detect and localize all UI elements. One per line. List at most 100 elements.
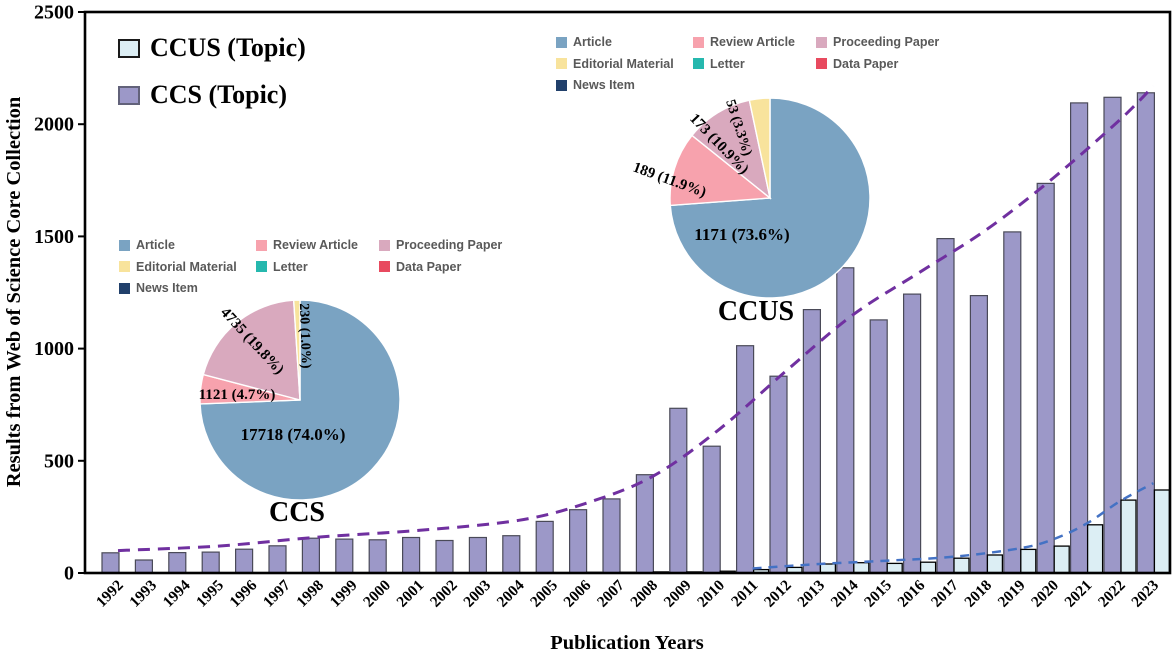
y-tick-label: 1000 <box>34 338 74 360</box>
doc-type-legend-item-news-item: News Item <box>556 79 693 92</box>
x-tick-label: 2012 <box>761 577 795 611</box>
doc-type-legend-item-review-article: Review Article <box>256 239 379 252</box>
legend-label: Article <box>136 238 175 252</box>
bar-ccs-2018 <box>969 295 989 574</box>
legend-color-swatch-icon <box>556 79 567 91</box>
y-tick-label: 2500 <box>34 2 74 24</box>
legend-label: Data Paper <box>833 56 899 71</box>
bar-ccs-1995 <box>201 551 220 574</box>
legend-label: Editorial Material <box>136 259 237 274</box>
bar-ccus-2023 <box>1153 489 1171 574</box>
ccus-trend <box>752 482 1154 570</box>
x-tick-label: 2007 <box>594 577 628 611</box>
legend-label: Editorial Material <box>573 56 674 71</box>
x-tick-label: 2015 <box>861 577 895 611</box>
bar-ccus-2019 <box>1020 548 1037 574</box>
legend-label: Letter <box>273 259 308 274</box>
x-tick-label: 2016 <box>894 577 928 611</box>
x-tick-label: 2006 <box>560 577 594 611</box>
bar-ccus-2016 <box>919 561 937 574</box>
x-tick-label: 1999 <box>327 577 361 611</box>
bar-ccus-2022 <box>1120 499 1137 574</box>
bar-ccs-1998 <box>301 537 320 574</box>
x-tick-label: 2020 <box>1028 577 1062 611</box>
x-tick-label: 2004 <box>494 577 528 611</box>
doc-type-legend-item-review-article: Review Article <box>693 36 816 49</box>
bar-ccs-2012 <box>769 375 788 574</box>
x-tick-label: 2018 <box>961 577 995 611</box>
bar-ccs-2019 <box>1003 231 1022 574</box>
x-tick-label: 2022 <box>1095 577 1129 611</box>
bar-ccs-1997 <box>268 545 287 574</box>
bar-ccus-2017 <box>953 557 970 574</box>
bar-ccs-2010 <box>702 445 721 574</box>
pie-slice-ccus-review-article <box>669 134 772 207</box>
bar-ccs-2011 <box>735 345 755 574</box>
x-tick-label: 2013 <box>794 577 828 611</box>
bar-ccs-2023 <box>1136 92 1156 574</box>
legend-label: Review Article <box>710 35 795 49</box>
pie-label-ccs-review-article: 1121 (4.7%) <box>199 387 276 403</box>
pie-title-ccus: CCUS <box>718 296 794 327</box>
bar-ccs-2004 <box>502 535 521 574</box>
doc-type-legend-item-news-item: News Item <box>119 282 256 295</box>
doc-type-legend-item-proceeding-paper: Proceeding Paper <box>379 239 539 252</box>
doc-type-legend-item-editorial-material: Editorial Material <box>556 56 693 71</box>
legend-color-swatch-icon <box>816 58 827 70</box>
x-tick-label: 1992 <box>93 577 127 611</box>
bar-ccs-2021 <box>1069 102 1089 574</box>
x-tick-label: 2010 <box>694 577 728 611</box>
y-tick-label: 0 <box>64 563 74 585</box>
doc-type-legend-item-data-paper: Data Paper <box>379 260 539 274</box>
pie-label-ccs-article: 17718 (74.0%) <box>241 425 346 444</box>
bar-ccs-2022 <box>1103 96 1122 574</box>
bar-ccs-2009 <box>669 407 688 574</box>
series-legend-label: CCUS (Topic) <box>150 33 306 62</box>
pie-slice-ccs-proceeding-paper <box>202 299 301 401</box>
bar-ccs-2001 <box>402 536 421 574</box>
legend-color-swatch-icon <box>119 282 130 294</box>
legend-label: Letter <box>710 56 745 71</box>
doc-type-legend-item-article: Article <box>556 36 693 49</box>
bar-ccus-2020 <box>1053 545 1070 574</box>
bar-ccs-2017 <box>936 238 955 574</box>
legend-color-swatch-icon <box>119 261 130 273</box>
x-tick-label: 2002 <box>427 577 461 611</box>
legend-color-swatch-icon <box>693 36 704 48</box>
trend-lines-group <box>117 85 1155 570</box>
x-tick-label: 2003 <box>460 577 494 611</box>
x-tick-label: 1996 <box>226 577 260 611</box>
legend-label: Review Article <box>273 238 358 252</box>
bar-ccus-2015 <box>886 562 903 574</box>
bar-ccs-2015 <box>869 319 888 574</box>
legend-color-swatch-icon <box>556 36 567 48</box>
bar-ccs-1992 <box>101 552 120 574</box>
x-axis-title: Publication Years <box>550 632 704 654</box>
y-tick-label: 2000 <box>34 114 74 136</box>
ccus-swatch-icon <box>118 38 140 58</box>
doc-type-legend-ccs: Article Review Article Proceeding Paper Edi… <box>119 239 539 295</box>
legend-color-swatch-icon <box>693 58 704 70</box>
bar-ccs-1999 <box>335 538 354 574</box>
x-tick-label: 2023 <box>1128 577 1162 611</box>
x-tick-label: 1998 <box>293 577 327 611</box>
legend-color-swatch-icon <box>556 58 567 70</box>
x-tick-label: 2005 <box>527 577 561 611</box>
bar-ccus-2021 <box>1086 524 1104 574</box>
doc-type-legend-ccus: Article Review Article Proceeding Paper Edi… <box>556 36 976 92</box>
x-tick-label: 1994 <box>160 577 194 611</box>
bar-ccs-2008 <box>635 474 655 574</box>
x-tick-label: 2017 <box>928 577 962 611</box>
x-tick-label: 2021 <box>1061 577 1095 611</box>
x-tick-label: 1995 <box>193 577 227 611</box>
bar-ccs-2000 <box>368 539 387 574</box>
legend-label: News Item <box>136 281 198 295</box>
x-tick-label: 1997 <box>260 577 294 611</box>
bar-ccs-2014 <box>836 267 855 574</box>
ccs-trend <box>117 85 1155 553</box>
legend-color-swatch-icon <box>256 239 267 251</box>
bar-ccs-1996 <box>235 548 254 574</box>
x-tick-label: 2009 <box>661 577 695 611</box>
